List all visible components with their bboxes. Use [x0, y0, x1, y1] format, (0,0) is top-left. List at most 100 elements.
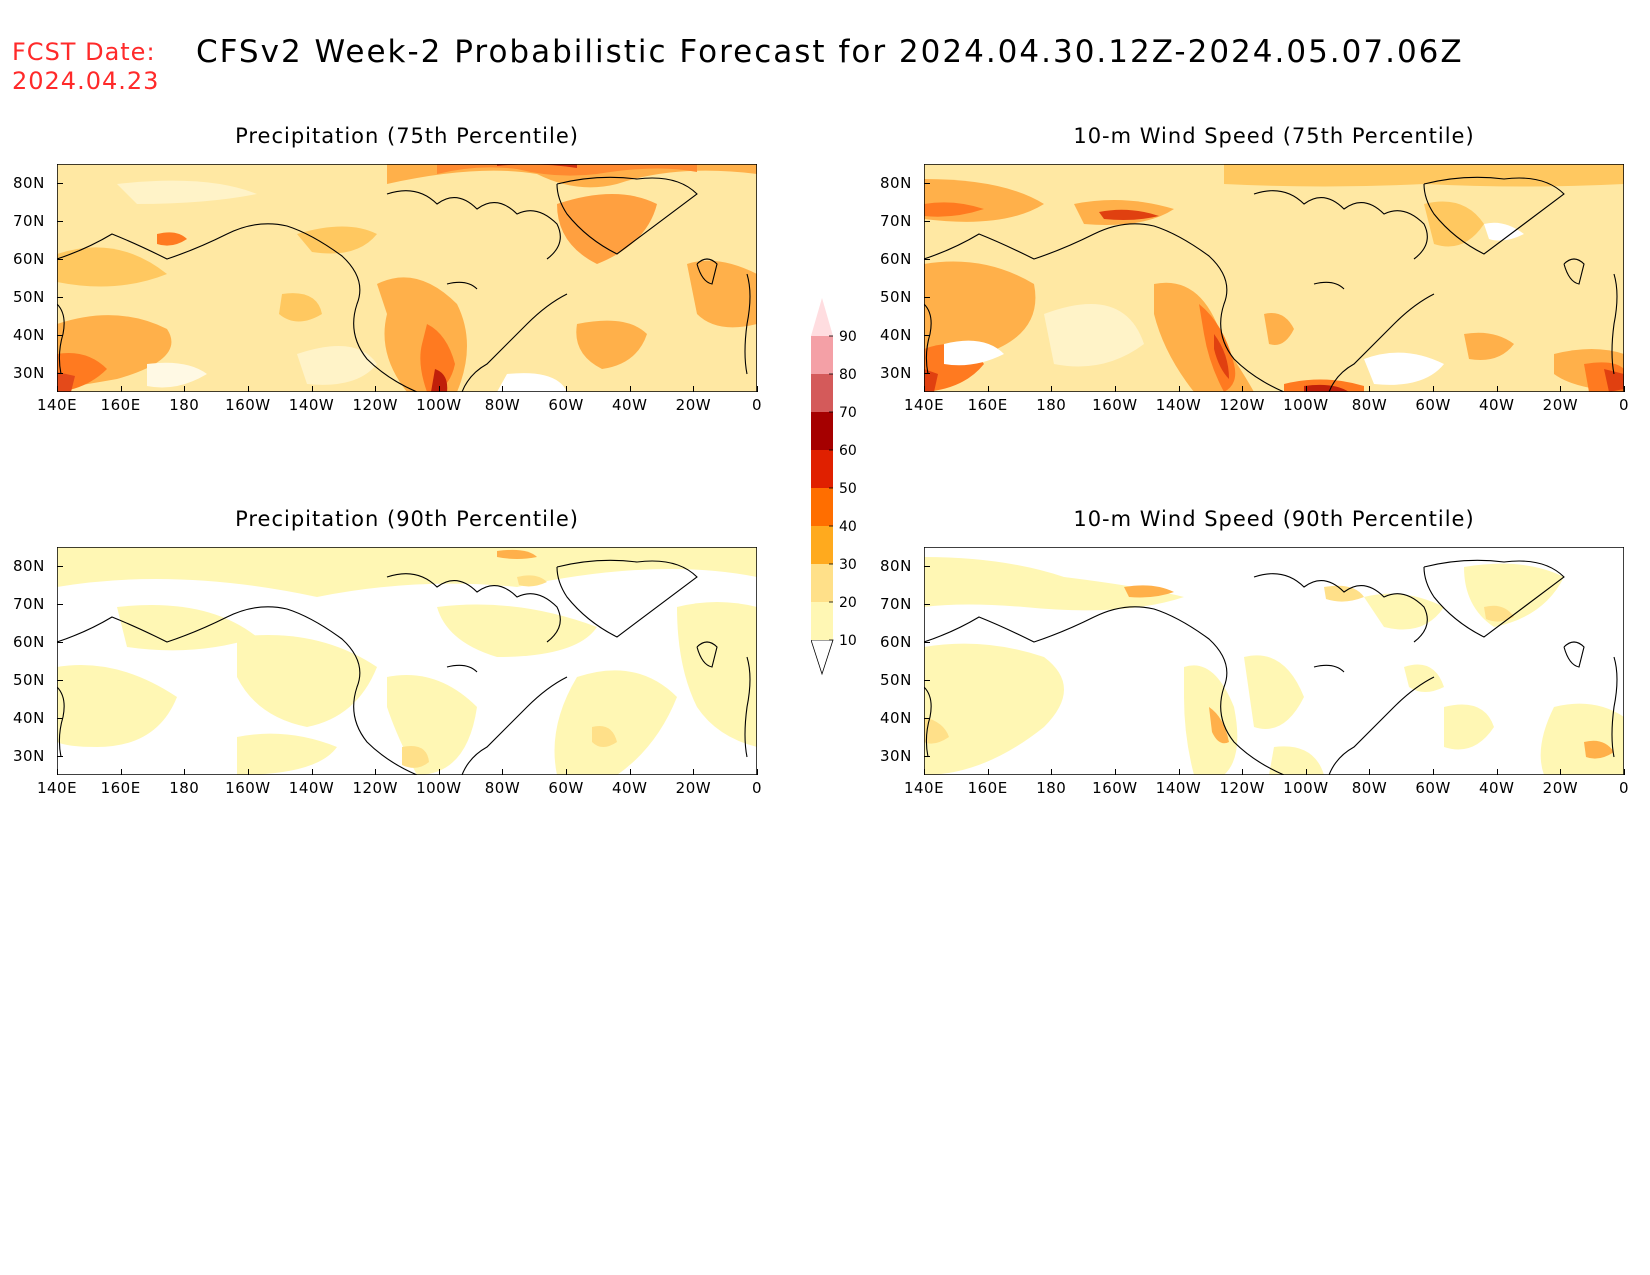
lon-tick: [987, 386, 989, 392]
lon-tick: [1433, 386, 1435, 392]
map-precip-90: [57, 547, 757, 775]
lon-tick: [924, 769, 925, 775]
lon-tick-label: 160W: [225, 779, 271, 797]
panel-wind-75: 10-m Wind Speed (75th Percentile): [880, 124, 1629, 414]
lat-tick: [924, 259, 930, 260]
lat-tick: [924, 373, 930, 374]
lat-tick-label: 70N: [13, 595, 45, 613]
lat-tick: [57, 297, 63, 298]
colorbar-swatch: [811, 526, 833, 564]
contour-fill: [924, 164, 1624, 392]
lon-tick-label: 180: [1036, 779, 1067, 797]
lon-tick: [438, 769, 440, 775]
lon-tick: [1369, 386, 1371, 392]
colorbar-min-arrow: [810, 639, 834, 676]
lon-tick: [1242, 386, 1244, 392]
lon-tick-label: 100W: [416, 779, 462, 797]
lon-tick-label: 140E: [903, 779, 945, 797]
colorbar-level-label: 40: [839, 519, 857, 535]
colorbar: 10 20 30 40 50 60 70 80 90: [810, 276, 871, 676]
lat-tick: [57, 756, 63, 757]
lon-tick-label: 160W: [225, 396, 271, 414]
lon-tick-label: 0: [751, 396, 763, 414]
lon-tick-label: 120W: [352, 396, 398, 414]
lon-tick: [311, 769, 313, 775]
lon-tick-label: 120W: [1219, 779, 1265, 797]
lon-tick: [757, 386, 758, 392]
lon-tick: [1433, 769, 1435, 775]
lon-tick: [629, 386, 631, 392]
lon-tick: [375, 386, 377, 392]
lon-tick-label: 80W: [484, 779, 521, 797]
colorbar-swatch: [811, 602, 833, 640]
lon-tick: [311, 386, 313, 392]
lon-tick-label: 60W: [1415, 779, 1451, 797]
lon-tick-label: 60W: [548, 396, 584, 414]
fcst-date-label: FCST Date:: [12, 38, 156, 66]
forecast-date-block: FCST Date: 2024.04.23: [12, 38, 159, 96]
lon-tick-label: 160E: [100, 779, 141, 797]
lat-tick-label: 30N: [880, 747, 912, 765]
lon-tick: [1178, 769, 1180, 775]
lon-tick: [247, 769, 249, 775]
lon-tick: [693, 769, 695, 775]
lon-tick-label: 180: [169, 779, 200, 797]
lon-tick-label: 120W: [1219, 396, 1265, 414]
lat-tick: [924, 297, 930, 298]
lon-tick: [1114, 386, 1116, 392]
lon-tick: [924, 386, 925, 392]
lat-tick-label: 80N: [13, 557, 45, 575]
lat-tick-label: 80N: [880, 174, 912, 192]
lon-tick: [987, 769, 989, 775]
lat-tick: [57, 604, 63, 605]
lon-tick: [1305, 769, 1307, 775]
lon-tick-label: 0: [751, 779, 763, 797]
lat-tick-label: 80N: [880, 557, 912, 575]
fcst-date-value: 2024.04.23: [12, 67, 160, 95]
lat-tick: [57, 221, 63, 222]
colorbar-level-label: 80: [839, 367, 857, 383]
lat-tick: [924, 604, 930, 605]
lon-tick: [502, 769, 504, 775]
lat-tick-label: 30N: [13, 747, 45, 765]
lat-tick: [924, 642, 930, 643]
lat-tick: [57, 335, 63, 336]
lon-tick-label: 140W: [288, 779, 335, 797]
lon-tick-label: 140W: [1155, 396, 1202, 414]
panel-wind-90: 10-m Wind Speed (90th Percentile): [880, 507, 1629, 797]
lon-tick: [375, 769, 377, 775]
coastline: [924, 559, 1618, 775]
colorbar-level-label: 20: [839, 595, 857, 611]
lon-tick-label: 80W: [1351, 779, 1388, 797]
lat-tick-label: 40N: [13, 326, 45, 344]
lon-tick: [1369, 769, 1371, 775]
lat-tick: [57, 259, 63, 260]
lon-tick-label: 140W: [288, 396, 335, 414]
colorbar-swatch: [811, 336, 833, 374]
lat-tick: [924, 566, 930, 567]
lat-tick-label: 60N: [880, 250, 912, 268]
colorbar-level-label: 60: [839, 443, 857, 459]
lat-tick: [924, 335, 930, 336]
contour-fill: [57, 164, 757, 392]
lon-tick-label: 140E: [36, 396, 78, 414]
lon-tick-label: 40W: [1479, 779, 1515, 797]
lat-tick-label: 30N: [880, 364, 912, 382]
lat-tick-label: 30N: [13, 364, 45, 382]
lon-tick-label: 120W: [352, 779, 398, 797]
lat-tick: [924, 221, 930, 222]
lon-tick-label: 160E: [967, 396, 1008, 414]
contour-fill: [924, 557, 1624, 775]
panel-title: Precipitation (75th Percentile): [235, 124, 579, 148]
lat-tick: [924, 680, 930, 681]
colorbar-swatch: [811, 488, 833, 526]
lat-tick-label: 70N: [880, 212, 912, 230]
colorbar-swatch: [811, 412, 833, 450]
lon-tick: [1178, 386, 1180, 392]
lon-tick: [120, 386, 122, 392]
coastline: [57, 559, 751, 775]
lat-tick-label: 50N: [880, 671, 912, 689]
lon-tick-label: 40W: [1479, 396, 1515, 414]
lat-tick: [57, 642, 63, 643]
lon-tick-label: 20W: [675, 779, 712, 797]
